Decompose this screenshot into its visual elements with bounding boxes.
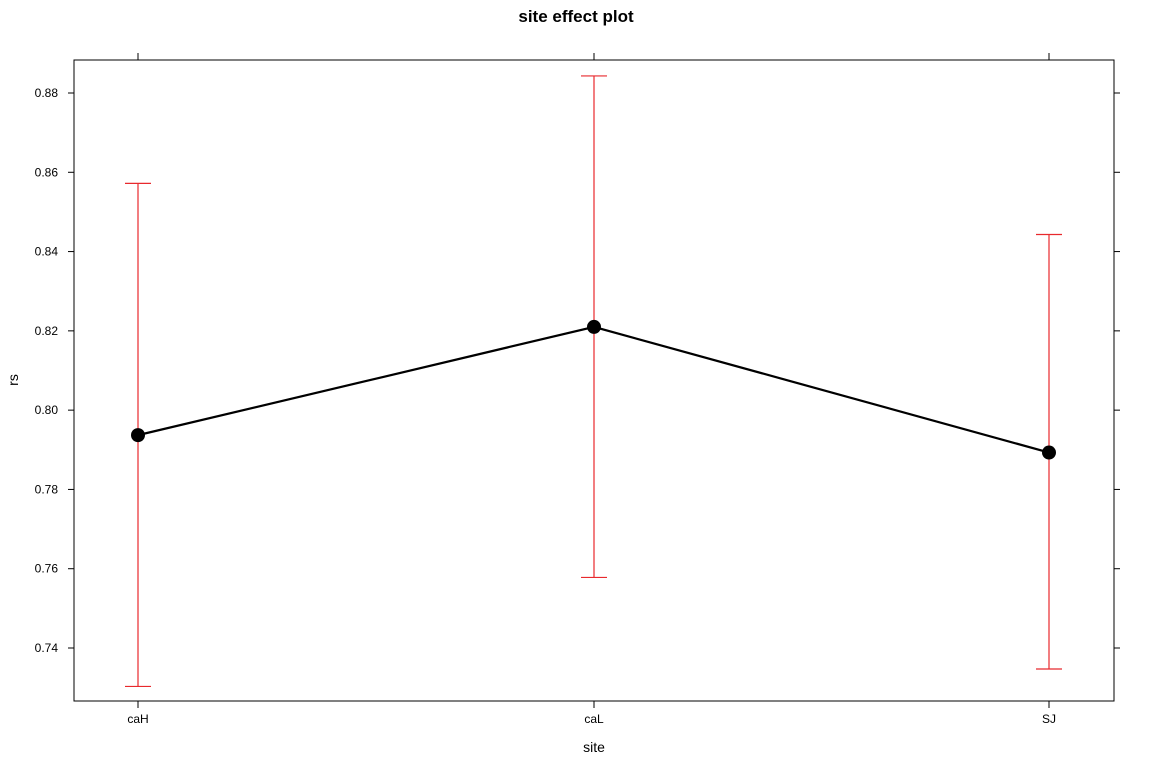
y-axis: 0.74 0.76 0.78 0.80 0.82 0.84 0.86 0.88 <box>35 86 1120 655</box>
x-axis-label: site <box>583 739 605 755</box>
error-bars <box>125 75 1062 688</box>
y-axis-label: rs <box>5 374 21 386</box>
y-tick-label: 0.86 <box>35 165 59 179</box>
y-tick-label: 0.76 <box>35 562 59 576</box>
y-tick-label: 0.74 <box>35 641 59 655</box>
y-tick-label: 0.84 <box>35 245 59 259</box>
x-tick-label: caH <box>127 712 148 726</box>
y-tick-label: 0.80 <box>35 403 59 417</box>
x-axis: caH caL SJ <box>127 53 1056 726</box>
data-point <box>1042 445 1056 460</box>
x-tick-label: SJ <box>1042 712 1056 726</box>
x-tick-label: caL <box>584 712 604 726</box>
data-point <box>131 428 145 443</box>
y-tick-label: 0.88 <box>35 86 59 100</box>
chart-title: site effect plot <box>518 7 634 26</box>
points <box>131 319 1056 460</box>
y-tick-label: 0.82 <box>35 324 59 338</box>
y-tick-label: 0.78 <box>35 482 59 496</box>
data-point <box>587 319 601 334</box>
